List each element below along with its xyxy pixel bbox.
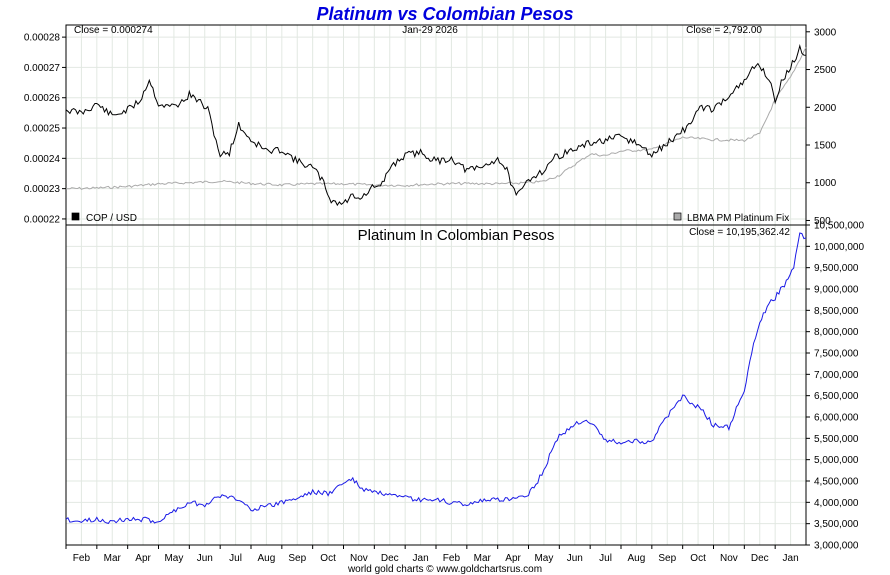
legend-swatch-platinum (673, 212, 682, 221)
x-tick-label: Jul (599, 553, 612, 564)
right-tick-label: 9,500,000 (814, 263, 859, 274)
right-tick-label: 500 (814, 216, 831, 227)
left-tick-label: 0.00022 (24, 214, 61, 225)
top-panel-series (65, 43, 807, 207)
bottom-panel-series (65, 232, 807, 524)
right-tick-label: 10,500,000 (814, 221, 864, 232)
top-header-left: Close = 0.000274 (74, 25, 153, 36)
right-tick-label: 3,000,000 (814, 541, 859, 552)
x-tick-label: Nov (720, 553, 738, 564)
right-tick-label: 2500 (814, 65, 837, 76)
legend-swatch-cop-usd (71, 212, 80, 221)
left-tick-label: 0.00028 (24, 33, 61, 44)
right-tick-label: 1500 (814, 141, 837, 152)
x-tick-label: Aug (628, 553, 646, 564)
right-tick-label: 4,000,000 (814, 498, 859, 509)
bottom-panel-grid (65, 224, 807, 546)
top-panel-grid (65, 25, 807, 225)
left-tick-label: 0.00026 (24, 93, 61, 104)
right-tick-label: 5,500,000 (814, 434, 859, 445)
x-tick-label: May (534, 553, 553, 564)
right-tick-label: 9,000,000 (814, 285, 859, 296)
bottom-right-axis: 3,000,000 3,500,000 4,000,000 4,500,000 5,00… (806, 221, 864, 552)
series-line-cop-usd (65, 43, 807, 207)
left-tick-label: 0.00027 (24, 63, 61, 74)
left-tick-label: 0.00024 (24, 154, 61, 165)
left-tick-label: 0.00023 (24, 184, 61, 195)
chart-title: Platinum vs Colombian Pesos (316, 4, 573, 24)
right-tick-label: 10,000,000 (814, 242, 864, 253)
top-right-axis: 500 1000 1500 2000 2500 3000 (806, 27, 837, 227)
x-tick-label: Dec (381, 553, 399, 564)
right-tick-label: 6,500,000 (814, 391, 859, 402)
x-tick-label: Mar (104, 553, 122, 564)
x-tick-label: Feb (73, 553, 91, 564)
x-tick-label: Nov (350, 553, 368, 564)
left-tick-label: 0.00025 (24, 124, 61, 135)
x-tick-label: Feb (443, 553, 461, 564)
top-header-right: Close = 2,792.00 (686, 25, 762, 36)
series-line-platinum-in-pesos (65, 232, 807, 524)
right-tick-label: 3000 (814, 27, 837, 38)
x-tick-label: Jun (197, 553, 213, 564)
bottom-panel-title: Platinum In Colombian Pesos (358, 227, 555, 244)
right-tick-label: 7,500,000 (814, 349, 859, 360)
x-tick-label: Apr (505, 553, 521, 564)
right-tick-label: 4,500,000 (814, 477, 859, 488)
right-tick-label: 1000 (814, 178, 837, 189)
x-tick-label: Jun (567, 553, 583, 564)
right-tick-label: 3,500,000 (814, 519, 859, 530)
right-tick-label: 8,000,000 (814, 327, 859, 338)
legend-label-cop-usd: COP / USD (86, 213, 137, 224)
x-tick-label: Jan (783, 553, 799, 564)
x-tick-label: Oct (320, 553, 336, 564)
x-tick-label: Sep (288, 553, 306, 564)
x-tick-label: Oct (690, 553, 706, 564)
x-tick-label: Sep (658, 553, 676, 564)
x-tick-label: Jan (413, 553, 429, 564)
x-tick-label: Aug (258, 553, 276, 564)
series-line-platinum (65, 47, 807, 190)
legend-label-platinum: LBMA PM Platinum Fix (687, 213, 789, 224)
right-tick-label: 8,500,000 (814, 306, 859, 317)
right-tick-label: 6,000,000 (814, 413, 859, 424)
right-tick-label: 5,000,000 (814, 455, 859, 466)
footer-credit: world gold charts © www.goldchartsrus.co… (347, 564, 542, 575)
right-tick-label: 7,000,000 (814, 370, 859, 381)
right-tick-label: 2000 (814, 103, 837, 114)
top-header-center: Jan-29 2026 (402, 25, 458, 36)
x-tick-label: Apr (135, 553, 151, 564)
x-tick-label: May (164, 553, 183, 564)
x-tick-label: Mar (474, 553, 492, 564)
bottom-header-right: Close = 10,195,362.42 (689, 227, 790, 238)
top-left-axis: 0.00022 0.00023 0.00024 0.00025 0.00026 0.000… (24, 33, 66, 225)
x-tick-label: Jul (229, 553, 242, 564)
x-tick-label: Dec (751, 553, 769, 564)
x-axis: Feb Mar Apr May Jun Jul Aug Sep Oct Nov Dec Jan Feb M… (65, 545, 799, 564)
